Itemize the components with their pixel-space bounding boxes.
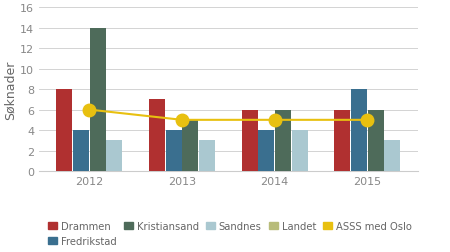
Bar (73, 131, 89, 171)
Bar (275, 110, 291, 171)
Bar (182, 120, 198, 171)
Y-axis label: Søknader: Søknader (4, 60, 17, 119)
Bar (334, 110, 350, 171)
Bar (106, 141, 122, 171)
Legend: Drammen, Fredrikstad, Kristiansand, Sandnes, Landet, ASSS med Oslo: Drammen, Fredrikstad, Kristiansand, Sand… (44, 217, 416, 250)
Bar (166, 131, 181, 171)
Bar (242, 110, 257, 171)
Bar (384, 141, 400, 171)
Bar (351, 90, 367, 171)
Bar (258, 131, 274, 171)
Bar (90, 28, 106, 171)
Bar (149, 100, 165, 171)
Bar (292, 131, 308, 171)
Bar (368, 110, 384, 171)
Bar (56, 90, 72, 171)
Bar (199, 141, 215, 171)
